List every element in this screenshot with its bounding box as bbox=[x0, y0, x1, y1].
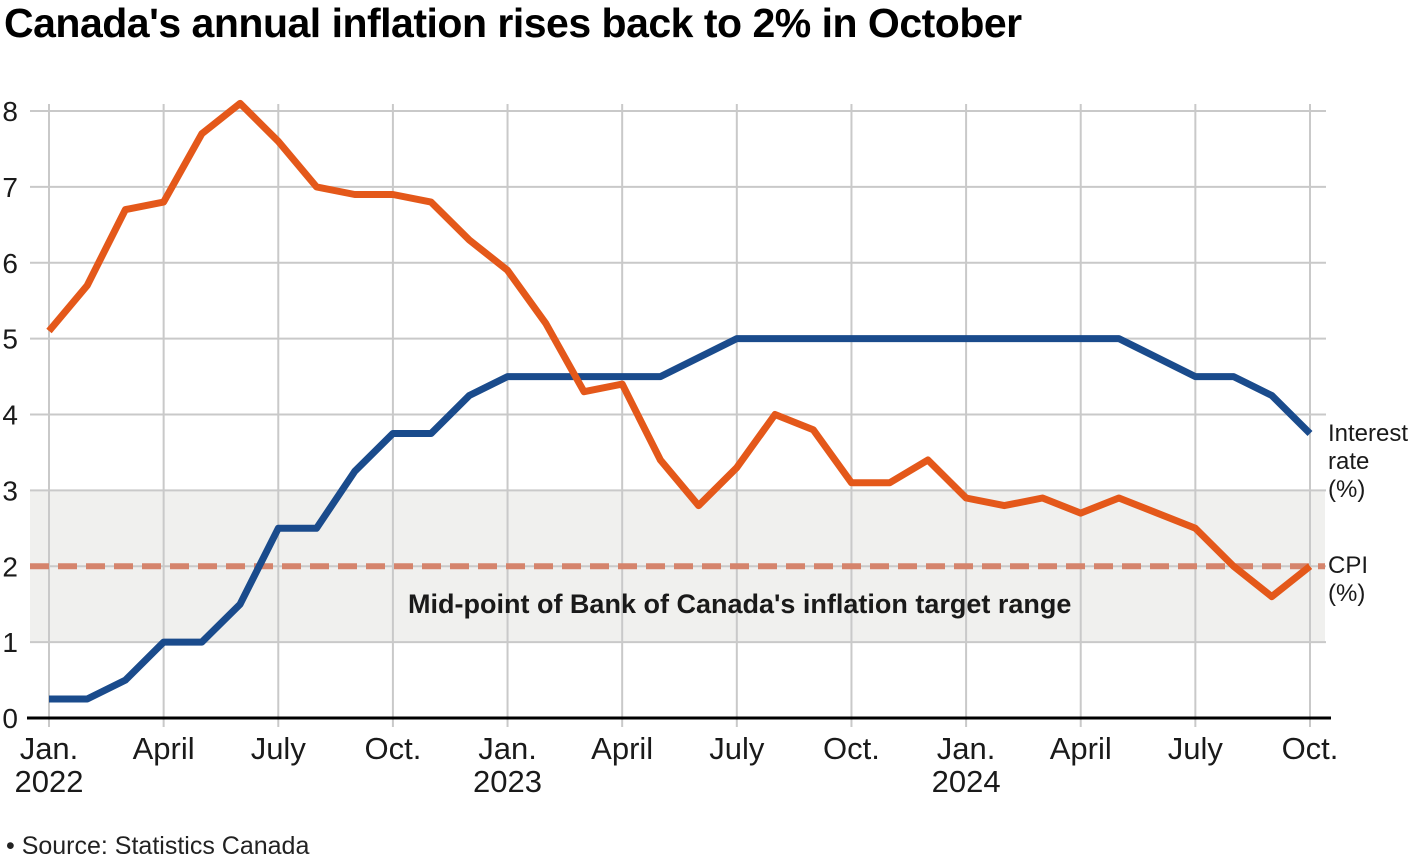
x-axis-label: April bbox=[591, 731, 653, 766]
x-axis-label: Oct. bbox=[364, 731, 421, 766]
cpi-label: CPI bbox=[1328, 552, 1368, 579]
x-axis-label: Oct. bbox=[823, 731, 880, 766]
x-axis-label: July bbox=[251, 731, 307, 766]
chart-title: Canada's annual inflation rises back to … bbox=[4, 0, 1022, 46]
y-axis-label: 4 bbox=[2, 400, 18, 431]
x-axis-label: Jan. bbox=[937, 731, 996, 766]
x-axis-label: Jan. bbox=[478, 731, 537, 766]
y-axis-label: 1 bbox=[2, 627, 18, 658]
cpi-line bbox=[46, 99, 1313, 601]
x-axis-label: Jan. bbox=[20, 731, 79, 766]
y-axis-label: 5 bbox=[2, 324, 18, 355]
x-axis-label: Oct. bbox=[1282, 731, 1339, 766]
x-axis-label: April bbox=[1050, 731, 1112, 766]
target-annotation: Mid-point of Bank of Canada's inflation … bbox=[408, 589, 1071, 619]
y-axis-label: 6 bbox=[2, 248, 18, 279]
y-axis-label: 8 bbox=[2, 96, 18, 127]
y-axis-label: 0 bbox=[2, 703, 18, 734]
interest-rate-label: Interest bbox=[1328, 420, 1408, 447]
x-axis-year-label: 2022 bbox=[15, 764, 84, 799]
x-axis-label: July bbox=[709, 731, 765, 766]
y-axis-label: 2 bbox=[2, 551, 18, 582]
x-axis-label: July bbox=[1168, 731, 1224, 766]
x-axis-year-label: 2023 bbox=[473, 764, 542, 799]
y-axis-label: 7 bbox=[2, 172, 18, 203]
source-note: • Source: Statistics Canada bbox=[6, 832, 310, 860]
y-axis-label: 3 bbox=[2, 475, 18, 506]
interest-rate-label: (%) bbox=[1328, 476, 1365, 503]
cpi-label: (%) bbox=[1328, 580, 1365, 607]
interest-rate-line bbox=[49, 335, 1313, 703]
x-axis-label: April bbox=[133, 731, 195, 766]
x-axis-year-label: 2024 bbox=[932, 764, 1001, 799]
interest-rate-label: rate bbox=[1328, 448, 1369, 475]
